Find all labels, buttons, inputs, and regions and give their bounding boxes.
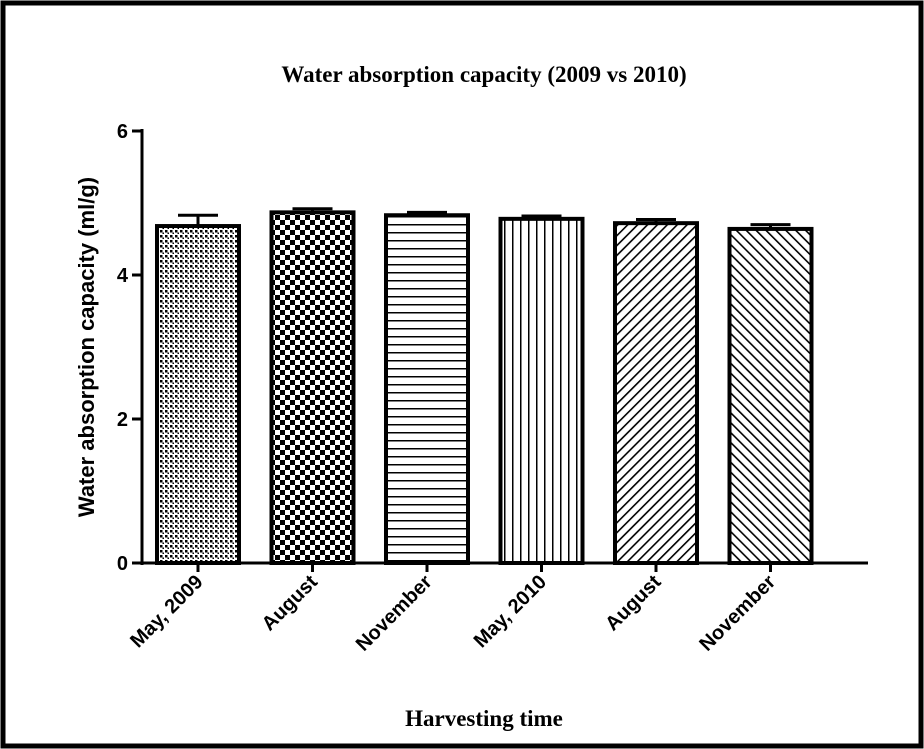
y-tick-label: 0 bbox=[117, 553, 128, 575]
x-tick-label: August bbox=[601, 571, 666, 636]
x-tick-label: May, 2009 bbox=[126, 571, 207, 652]
x-tick-label: August bbox=[258, 571, 323, 636]
x-axis-title: Harvesting time bbox=[405, 706, 563, 731]
bar bbox=[155, 224, 241, 565]
chart-title: Water absorption capacity (2009 vs 2010) bbox=[281, 62, 686, 87]
y-tick-label: 2 bbox=[117, 409, 128, 431]
bar bbox=[613, 221, 699, 565]
bar bbox=[269, 210, 356, 566]
x-tick-label: November bbox=[352, 571, 437, 656]
x-tick-label: May, 2010 bbox=[470, 571, 551, 652]
y-tick-label: 4 bbox=[117, 265, 129, 287]
bar bbox=[498, 216, 585, 565]
bar bbox=[727, 226, 814, 565]
y-tick-label: 6 bbox=[117, 121, 128, 143]
bar bbox=[384, 213, 470, 566]
x-tick-label: November bbox=[695, 571, 780, 656]
y-axis-title: Water absorption capacity (ml/g) bbox=[74, 177, 99, 517]
